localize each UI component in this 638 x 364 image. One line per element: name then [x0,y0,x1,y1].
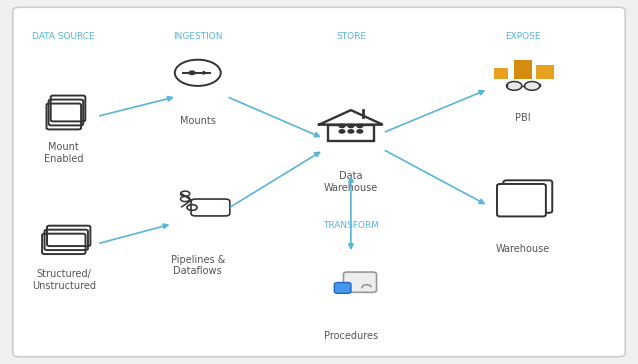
FancyBboxPatch shape [334,282,351,293]
Bar [494,68,508,79]
Text: Data
Warehouse: Data Warehouse [323,171,378,193]
Text: Mount
Enabled: Mount Enabled [44,142,84,163]
FancyBboxPatch shape [13,7,625,357]
Circle shape [189,71,195,75]
Text: TRANSFORM: TRANSFORM [323,221,379,230]
Bar [328,124,374,141]
Circle shape [339,124,345,127]
Text: INGESTION: INGESTION [173,32,223,41]
Text: Structured/
Unstructured: Structured/ Unstructured [32,269,96,291]
Circle shape [357,130,362,133]
FancyBboxPatch shape [497,184,546,217]
FancyBboxPatch shape [503,180,553,213]
Bar [514,60,532,79]
Text: Warehouse: Warehouse [496,244,551,254]
Bar [514,60,532,79]
Circle shape [348,124,353,127]
Text: Pipelines &
Dataflows: Pipelines & Dataflows [170,255,225,276]
Text: PBI: PBI [516,113,531,123]
Circle shape [524,82,540,90]
Text: DATA SOURCE: DATA SOURCE [33,32,95,41]
Text: EXPOSE: EXPOSE [505,32,541,41]
Text: STORE: STORE [336,32,366,41]
FancyBboxPatch shape [343,272,376,292]
Text: Procedures: Procedures [324,331,378,341]
Circle shape [348,130,353,133]
Circle shape [339,130,345,133]
Text: Mounts: Mounts [180,116,216,126]
Circle shape [357,124,362,127]
Circle shape [507,82,522,90]
Bar [536,65,554,79]
